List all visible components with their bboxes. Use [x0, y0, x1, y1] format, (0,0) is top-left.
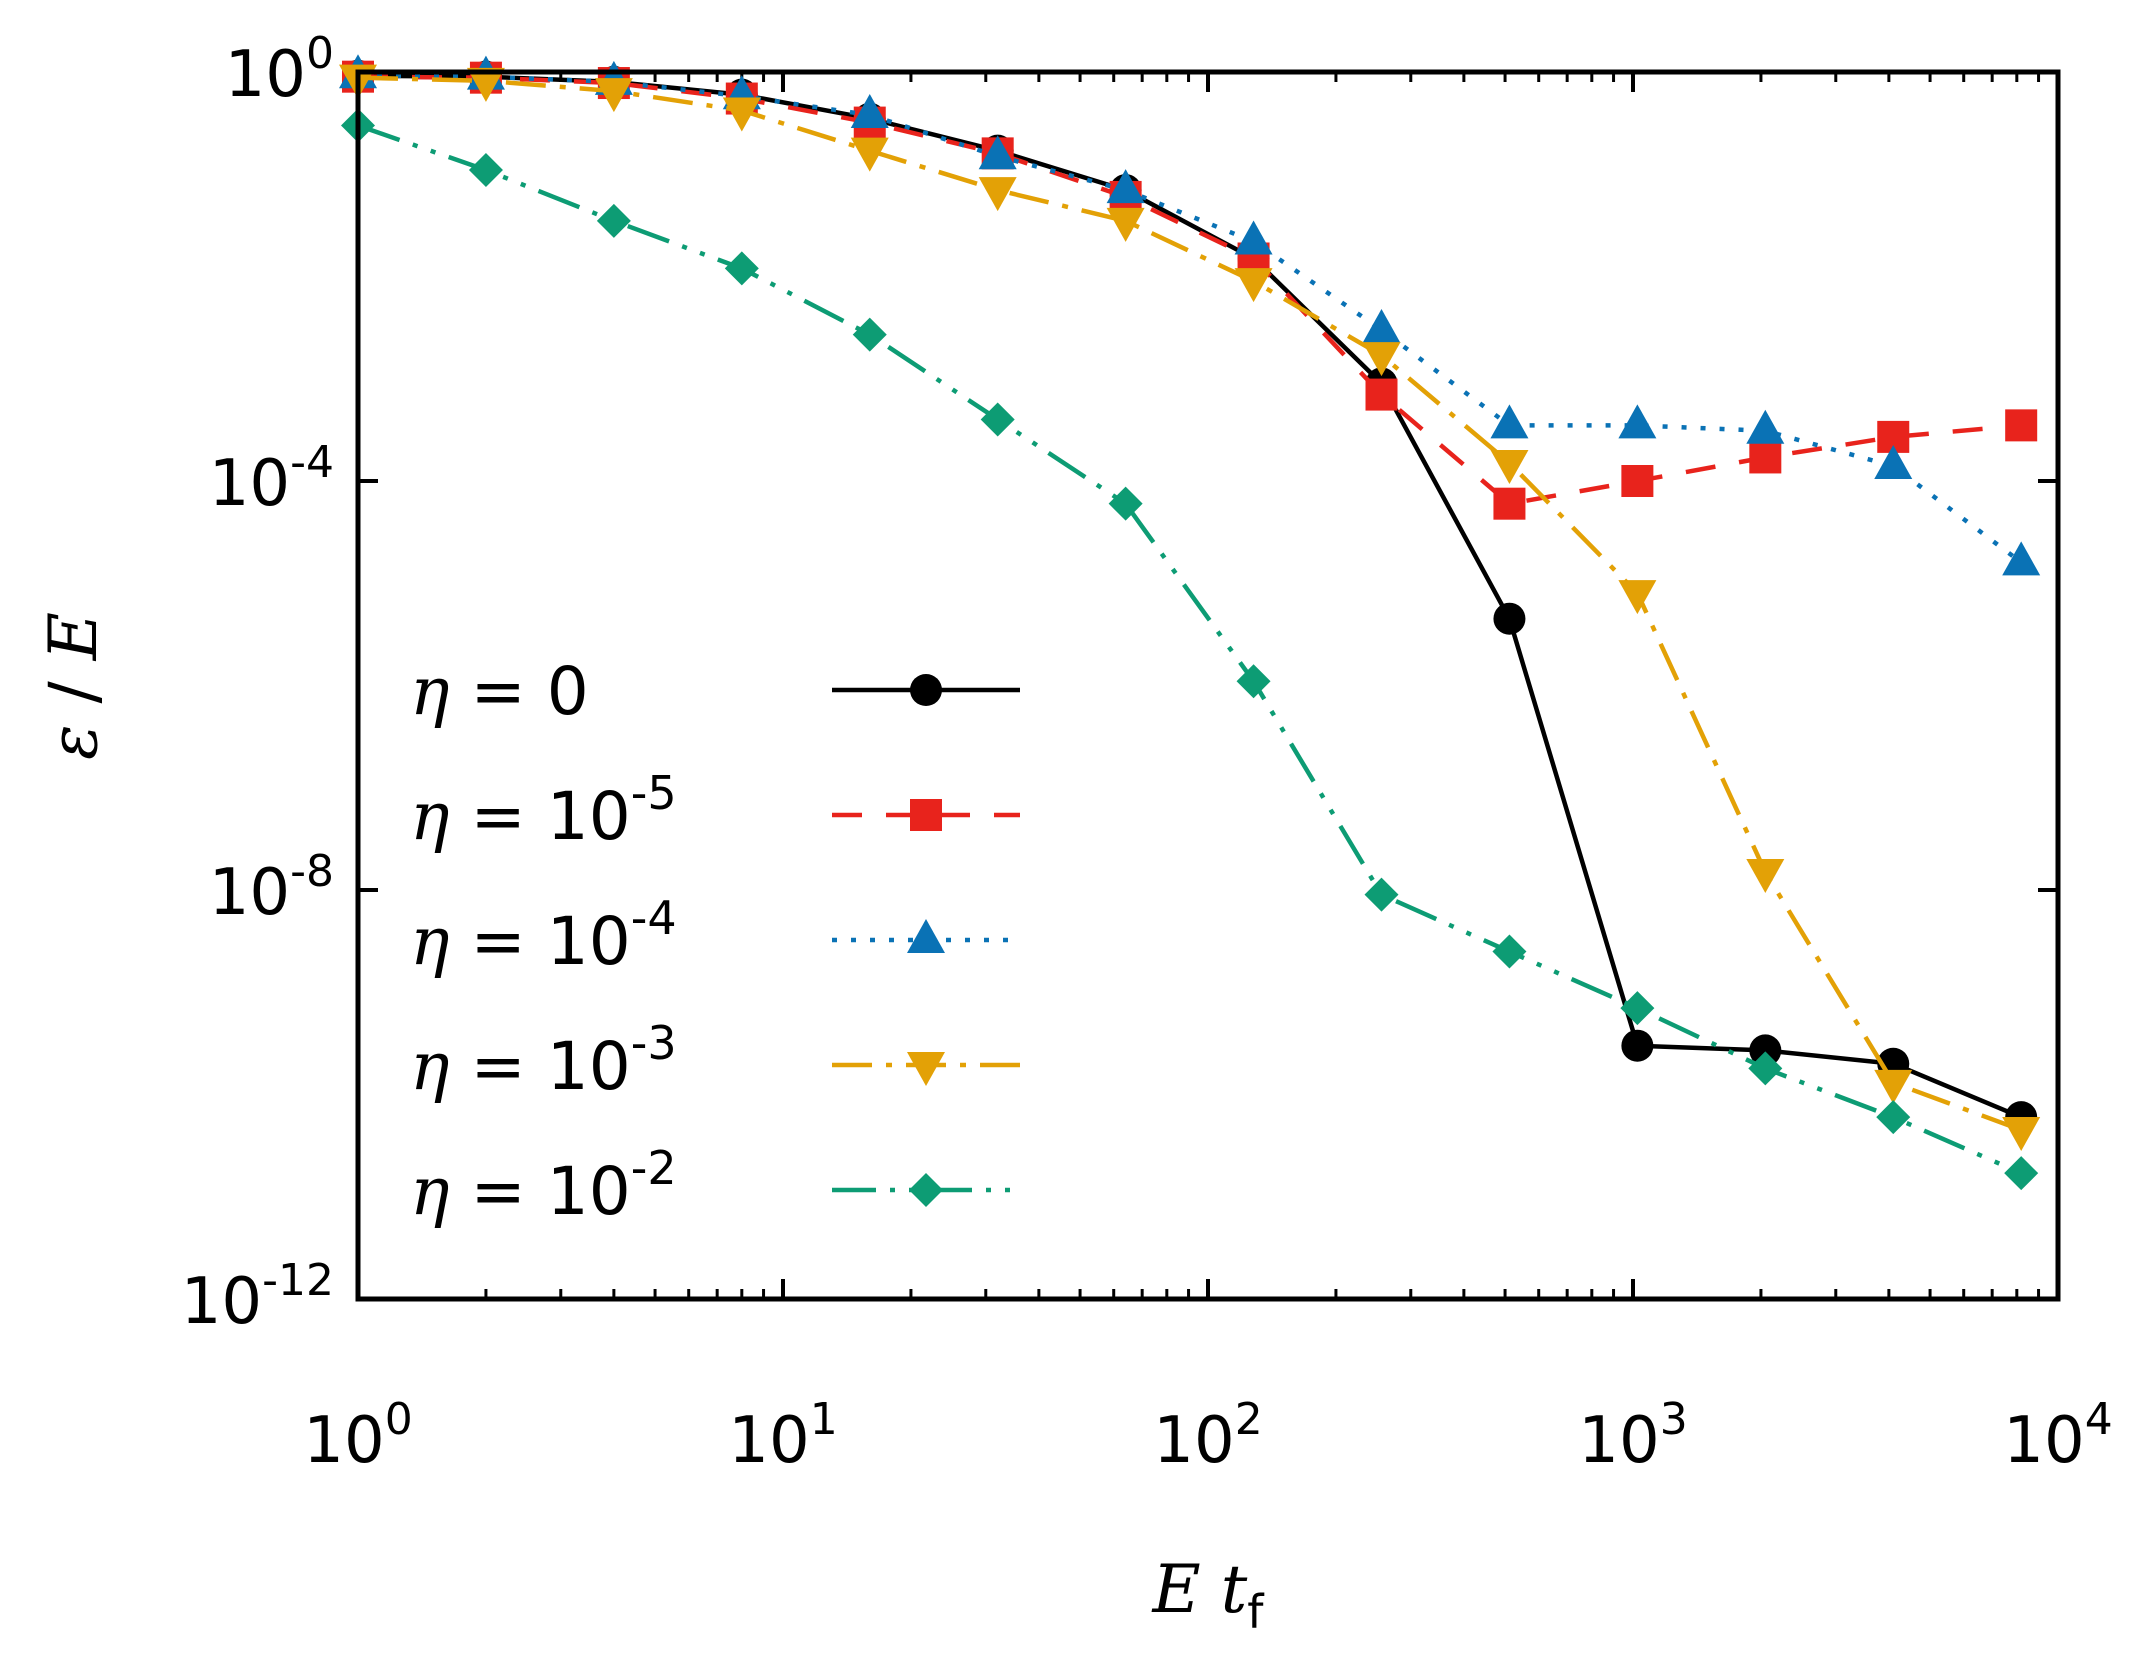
- x-tick-label: 104: [2003, 1394, 2112, 1478]
- data-point: [1364, 877, 1399, 912]
- data-point: [1365, 378, 1398, 411]
- data-point: [1492, 934, 1527, 969]
- data-point: [1746, 858, 1785, 893]
- y-tick-label: 10-12: [181, 1255, 334, 1339]
- legend-entry-0: η = 0: [410, 653, 1020, 730]
- legend-entry-4: η = 10-2: [410, 1141, 1020, 1230]
- data-point: [850, 93, 889, 128]
- data-point: [1874, 445, 1913, 480]
- data-point: [1874, 1069, 1913, 1104]
- legend: η = 0 η = 10-5 η = 10-4 η = 10-3 η = 10-2: [410, 653, 1020, 1230]
- data-point: [2002, 1116, 2041, 1151]
- data-point: [1746, 409, 1785, 444]
- data-point: [466, 67, 505, 102]
- legend-marker: [910, 799, 942, 831]
- data-point: [1876, 1100, 1911, 1135]
- legend-label: η = 10-5: [410, 766, 677, 855]
- series-layer: [339, 54, 2041, 1191]
- legend-label: η = 0: [410, 653, 589, 730]
- legend-marker: [907, 919, 945, 953]
- data-point: [1490, 404, 1529, 439]
- data-point: [1620, 991, 1655, 1026]
- plot-frame: [355, 69, 2061, 1302]
- data-point: [2005, 409, 2038, 442]
- y-tick-label: 10-8: [209, 846, 334, 930]
- data-point: [1749, 441, 1782, 474]
- data-point: [594, 78, 633, 113]
- data-point: [1493, 602, 1526, 635]
- legend-entry-3: η = 10-3: [410, 1016, 1020, 1105]
- series-4: [341, 108, 2039, 1191]
- series-line-3: [357, 75, 2022, 1133]
- y-axis-label: ε / E: [35, 612, 112, 760]
- legend-label: η = 10-2: [410, 1141, 677, 1230]
- data-point: [978, 177, 1017, 212]
- data-point: [1362, 308, 1401, 343]
- data-point: [1234, 220, 1273, 255]
- legend-marker: [907, 1052, 945, 1086]
- data-point: [722, 97, 761, 132]
- data-point: [978, 135, 1017, 170]
- data-point: [1234, 268, 1273, 303]
- y-tick-label: 100: [225, 28, 334, 112]
- data-point: [980, 402, 1015, 437]
- data-point: [1108, 486, 1143, 521]
- data-point: [1748, 1051, 1783, 1086]
- data-point: [468, 153, 503, 188]
- data-point: [1621, 465, 1654, 497]
- data-point: [2004, 1156, 2039, 1191]
- data-point: [1749, 1034, 1782, 1067]
- data-point: [1618, 404, 1657, 439]
- x-tick-labels: 100 101 102 103 104: [303, 1394, 2112, 1478]
- data-point: [852, 317, 887, 352]
- data-point: [1106, 169, 1145, 204]
- x-tick-label: 101: [728, 1394, 837, 1478]
- data-point: [1493, 487, 1526, 520]
- data-point: [1236, 664, 1271, 699]
- legend-entry-2: η = 10-4: [410, 891, 1020, 980]
- x-tick-label: 103: [1578, 1394, 1687, 1478]
- series-line-4: [357, 123, 2023, 1176]
- y-tick-label: 10-4: [209, 437, 334, 521]
- legend-marker: [910, 674, 942, 706]
- legend-marker: [909, 1173, 943, 1207]
- data-point: [596, 203, 631, 238]
- series-line-1: [357, 74, 2022, 506]
- legend-label: η = 10-4: [410, 891, 677, 980]
- data-point: [1106, 207, 1145, 242]
- series-3: [339, 64, 2041, 1151]
- data-point: [1621, 1029, 1654, 1062]
- legend-label: η = 10-3: [410, 1016, 677, 1105]
- data-point: [1362, 342, 1401, 377]
- data-point: [2002, 541, 2041, 576]
- x-tick-label: 100: [303, 1394, 412, 1478]
- data-point: [850, 137, 889, 172]
- y-tick-labels: 100 10-4 10-8 10-12: [181, 28, 334, 1339]
- data-point: [724, 251, 759, 286]
- legend-entry-1: η = 10-5: [410, 766, 1020, 855]
- data-point: [1618, 580, 1657, 615]
- x-tick-label: 102: [1153, 1394, 1262, 1478]
- data-point: [1490, 449, 1529, 484]
